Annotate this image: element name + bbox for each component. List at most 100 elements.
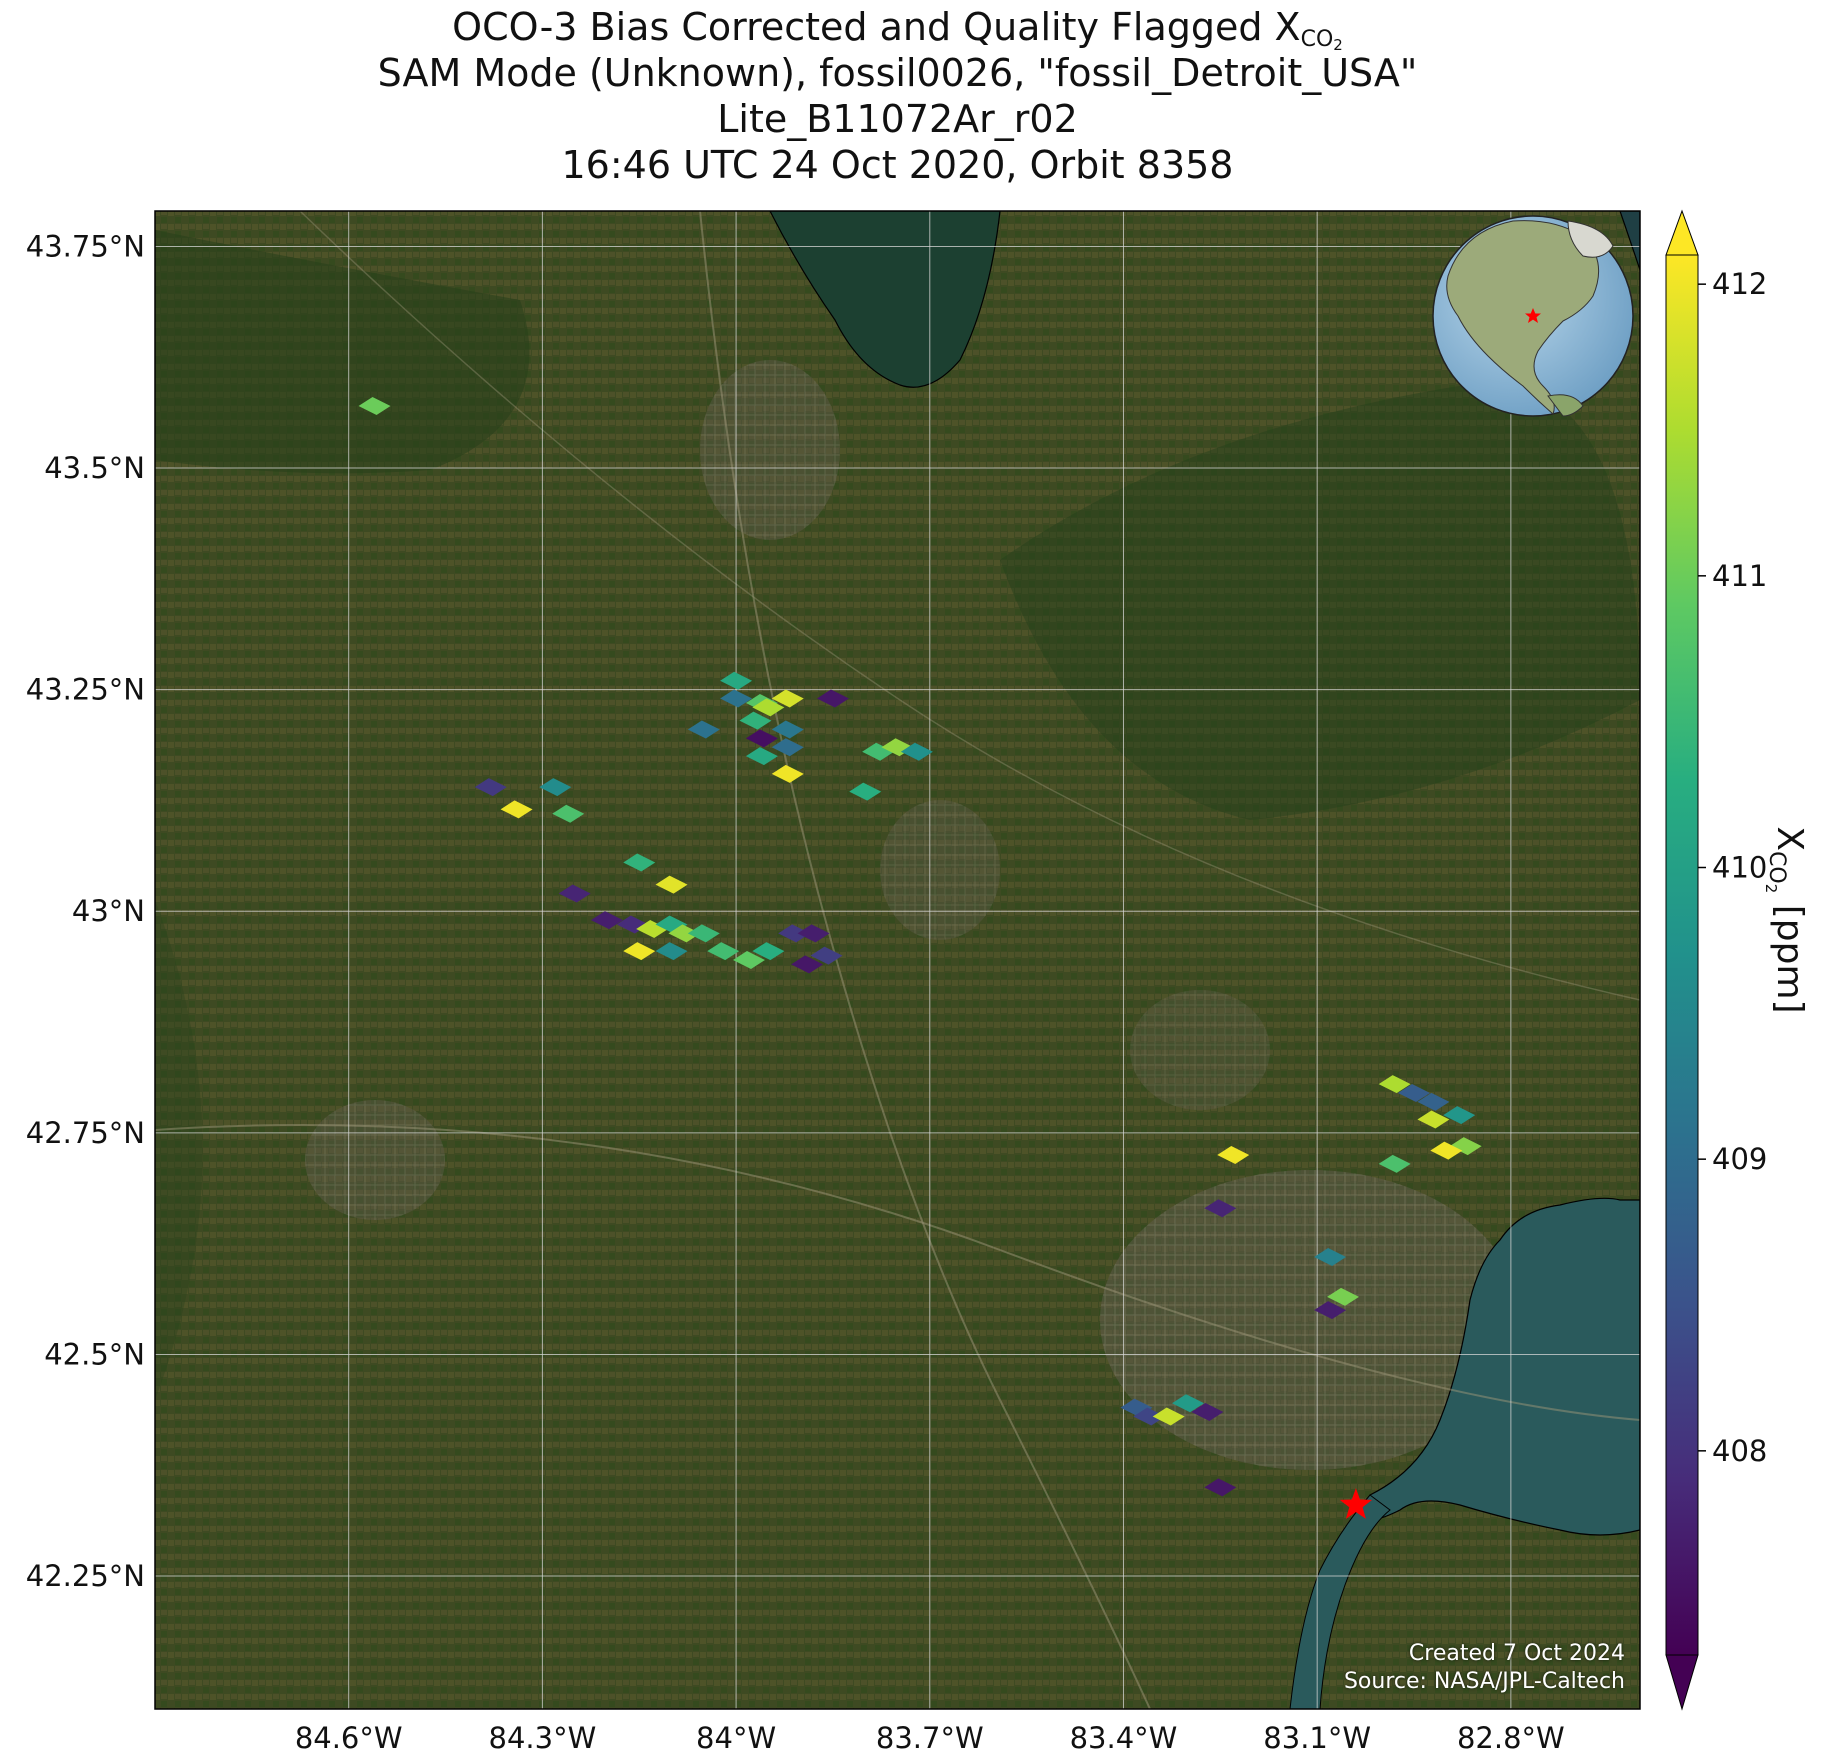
lon-tick-label: 84°W [696,1721,776,1755]
xco2-sounding [1449,1137,1482,1156]
forest-region [155,230,530,474]
road [155,1124,1640,1421]
xco2-sounding [623,942,656,961]
xco2-sounding [1204,1199,1237,1218]
xco2-sounding [590,911,623,930]
lat-tick-label: 43°N [72,894,145,928]
urban-area-pontiac [1130,990,1270,1110]
forest-region [1000,380,1640,820]
xco2-sounding [1398,1083,1431,1102]
inset-globe [1432,215,1634,417]
xco2-sounding [668,924,701,943]
colorbar-label-x: X [1769,826,1810,851]
figure-title: OCO-3 Bias Corrected and Quality Flagged… [155,4,1640,188]
longitude-axis: 84.6°W 84.3°W 84°W 83.7°W 83.4°W 83.1°W 82.8°W [295,1721,1565,1755]
xco2-sounding [1417,1092,1450,1111]
title-line-4: 16:46 UTC 24 Oct 2020, Orbit 8358 [561,143,1234,187]
north-america-shape [1446,220,1600,415]
colorbar: 412 411 410 409 408 XCO2 [ppm] [1665,209,1810,1711]
xco2-sounding [1430,1141,1463,1160]
xco2-sounding [720,689,753,708]
colorbar-tick-label: 412 [1712,267,1767,301]
xco2-sounding [720,671,753,690]
lat-tick-label: 43.25°N [26,673,145,707]
colorbar-extend-min [1665,1654,1699,1711]
xco2-sounding [1172,1394,1205,1413]
colorbar-label-2: 2 [1762,884,1780,894]
xco2-sounding [558,884,591,903]
forest-region [155,900,203,1400]
lake-huron-edge [1619,211,1640,271]
xco2-sounding [849,782,882,801]
xco2-sounding [1191,1403,1224,1422]
xco2-sounding [552,804,585,823]
xco2-sounding [745,747,778,766]
lon-tick-label: 83.1°W [1263,1721,1371,1755]
map-area [154,210,1641,1710]
xco2-sounding [1378,1075,1411,1094]
source-credit: Source: NASA/JPL-Caltech [1343,1669,1625,1694]
inset-star-icon [1525,308,1541,323]
xco2-sounding [623,853,656,872]
xco2-sounding [1378,1154,1411,1173]
xco2-sounding [655,875,688,894]
title-line-3: Lite_B11072Ar_r02 [717,97,1078,141]
xco2-sounding [474,778,507,797]
colorbar-tick-label: 410 [1712,851,1767,885]
xco2-sounding [771,764,804,783]
lon-tick-label: 82.8°W [1457,1721,1565,1755]
xco2-sounding [358,397,391,416]
lon-tick-label: 84.3°W [489,1721,597,1755]
lat-tick-label: 42.25°N [26,1559,145,1593]
colorbar-gradient [1665,254,1699,1656]
xco2-sounding [1204,1478,1237,1497]
xco2-sounding [1443,1106,1476,1125]
lon-tick-label: 84.6°W [295,1721,403,1755]
footer-credit: Created 7 Oct 2024 Source: NASA/JPL-Calt… [1190,1640,1625,1696]
xco2-sounding [771,689,804,708]
urban-area-detroit [1100,1170,1520,1470]
lat-tick-label: 43.5°N [44,451,145,485]
xco2-sounding [900,742,933,761]
road [299,211,1640,1001]
xco2-sounding [687,720,720,739]
xco2-sounding [862,742,895,761]
xco2-sounding [500,800,533,819]
latitude-axis: 43.75°N 43.5°N 43.25°N 43°N 42.75°N 42.5°N 42.… [26,229,145,1593]
xco2-sounding [1217,1146,1250,1165]
lon-tick-label: 83.7°W [876,1721,984,1755]
xco2-sounding [771,738,804,757]
xco2-sounding [739,711,772,730]
xco2-sounding [797,924,830,943]
xco2-sounding [707,942,740,961]
target-marker [1339,1488,1373,1519]
urban-area-lansing [305,1100,445,1220]
lake-st-clair [1369,1197,1640,1536]
xco2-sounding [1314,1247,1347,1266]
lat-tick-label: 42.5°N [44,1337,145,1371]
colorbar-tick-label: 408 [1712,1434,1767,1468]
xco2-sounding [752,698,785,717]
lon-tick-label: 83.4°W [1070,1721,1178,1755]
svg-text:XCO2 [ppm]: XCO2 [ppm] [1762,826,1810,1013]
xco2-sounding [636,919,669,938]
colorbar-extend-max [1665,209,1699,256]
colorbar-label-co: CO [1764,851,1789,884]
colorbar-ticks: 412 411 410 409 408 [1698,267,1767,1468]
xco2-sounding [733,951,765,969]
xco2-sounding [1133,1407,1166,1426]
xco2-sounding [810,946,843,965]
colorbar-tick-label: 411 [1712,559,1767,593]
xco2-sounding [752,942,785,961]
created-date: Created 7 Oct 2024 [1408,1641,1625,1666]
road [699,211,1151,1709]
detroit-river [1289,1494,1391,1709]
colorbar-tick-label: 409 [1712,1142,1767,1176]
xco2-soundings [358,397,1482,1497]
xco2-sounding [687,924,720,943]
urban-area-saginaw [700,360,840,540]
xco2-sounding [539,778,572,797]
title-line-1: OCO-3 Bias Corrected and Quality Flagged… [452,5,1343,54]
urban-area-flint [880,800,1000,940]
